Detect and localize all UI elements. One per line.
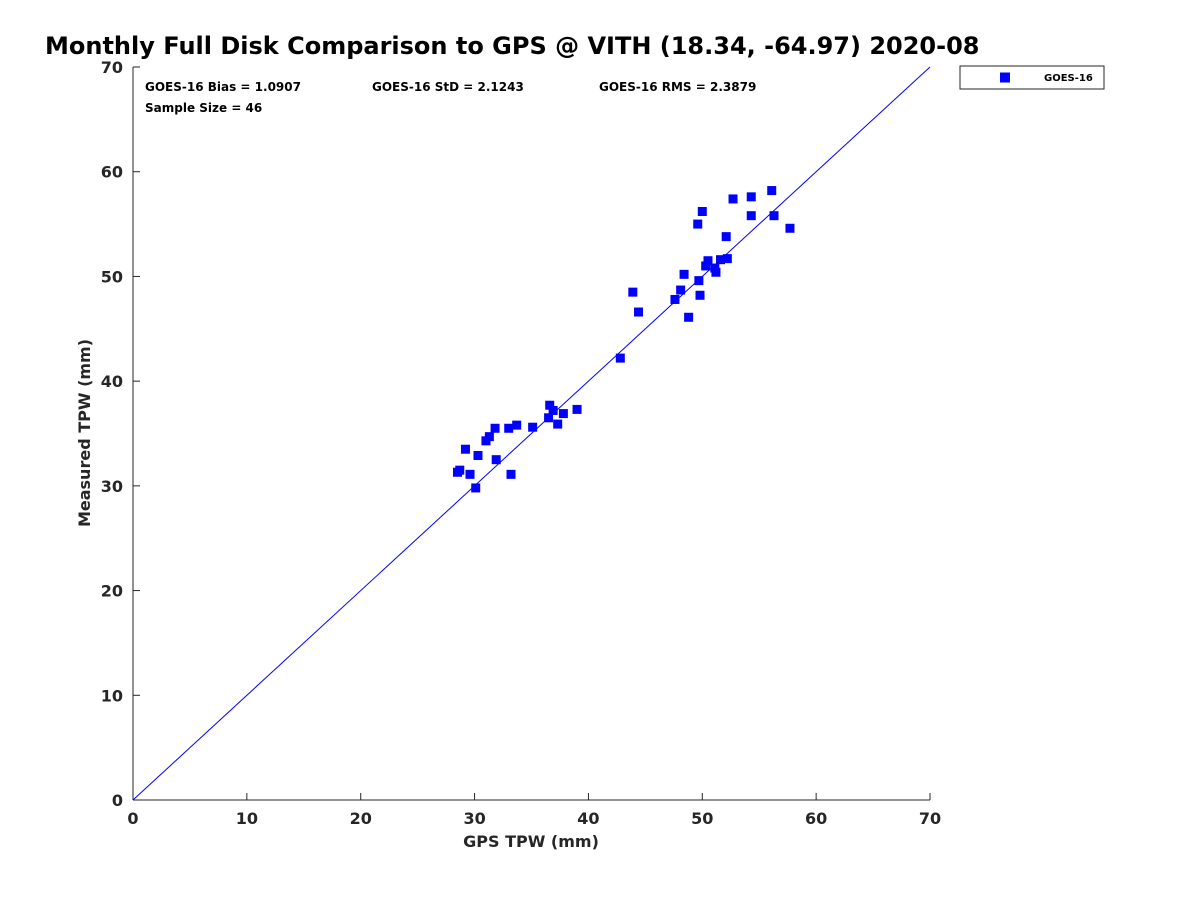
y-axis-label: Measured TPW (mm) (75, 339, 94, 527)
scatter-point (491, 455, 501, 465)
scatter-point (634, 307, 644, 317)
legend-square-marker-icon (1000, 72, 1010, 83)
x-tick-label: 50 (691, 809, 713, 828)
scatter-point (711, 267, 721, 277)
scatter-point (695, 290, 705, 300)
x-tick-label: 70 (919, 809, 941, 828)
scatter-point (615, 353, 625, 363)
scatter-point (694, 276, 704, 286)
chart-title: Monthly Full Disk Comparison to GPS @ VI… (45, 32, 979, 60)
ticks: 0 10 20 30 40 50 60 70 0 10 20 30 40 50 60 70 (101, 58, 941, 828)
x-tick-label: 0 (127, 809, 138, 828)
scatter-point (572, 404, 582, 414)
scatter-point (676, 285, 686, 295)
series-goes-16-points (452, 186, 795, 493)
axes (132, 67, 930, 801)
y-tick-label: 0 (112, 791, 123, 810)
y-tick-label: 30 (101, 477, 123, 496)
scatter-point (746, 211, 756, 221)
scatter-point (553, 419, 563, 429)
x-tick-label: 20 (350, 809, 372, 828)
scatter-point (455, 465, 465, 475)
x-tick-label: 30 (463, 809, 485, 828)
y-tick-label: 40 (101, 372, 123, 391)
scatter-point (670, 294, 680, 304)
y-tick-label: 20 (101, 582, 123, 601)
scatter-point (721, 232, 731, 242)
one-to-one-reference-line (132, 66, 931, 801)
scatter-point (746, 192, 756, 202)
scatter-point (528, 422, 538, 432)
scatter-point (728, 194, 738, 204)
x-tick-label: 60 (805, 809, 827, 828)
scatter-point (465, 469, 475, 479)
y-tick-label: 60 (101, 163, 123, 182)
scatter-point (548, 405, 558, 415)
legend-label-goes-16: GOES-16 (1044, 73, 1093, 84)
scatter-point (473, 450, 483, 460)
scatter-point (767, 186, 777, 196)
scatter-point (628, 287, 638, 297)
y-tick-label: 70 (101, 58, 123, 77)
rms-stat: GOES-16 RMS = 2.3879 (599, 80, 756, 94)
scatter-point (722, 254, 732, 264)
scatter-point (679, 269, 689, 279)
scatter-point (504, 423, 514, 433)
scatter-point (785, 223, 795, 233)
bias-stat: GOES-16 Bias = 1.0907 (145, 80, 301, 94)
legend-box (959, 65, 1105, 90)
scatter-point (558, 409, 568, 419)
x-tick-label: 10 (236, 809, 258, 828)
scatter-point (693, 219, 703, 229)
sample-size-stat: Sample Size = 46 (145, 101, 262, 115)
scatter-point (684, 312, 694, 322)
y-tick-label: 10 (101, 686, 123, 705)
scatter-point (460, 444, 470, 454)
scatter-point (544, 413, 554, 423)
x-axis-label: GPS TPW (mm) (463, 832, 599, 851)
scatter-point (506, 469, 516, 479)
scatter-point (716, 255, 726, 265)
scatter-point (697, 207, 707, 217)
x-tick-label: 40 (577, 809, 599, 828)
legend: GOES-16 (959, 65, 1105, 90)
y-tick-label: 50 (101, 267, 123, 286)
scatter-point (545, 400, 555, 410)
scatter-point (490, 423, 500, 433)
scatter-point (512, 420, 522, 430)
scatter-point (484, 432, 494, 442)
std-stat: GOES-16 StD = 2.1243 (372, 80, 524, 94)
scatter-point (701, 261, 711, 271)
scatter-point (471, 483, 481, 493)
scatter-point (769, 211, 779, 221)
scatter-point (703, 256, 713, 266)
